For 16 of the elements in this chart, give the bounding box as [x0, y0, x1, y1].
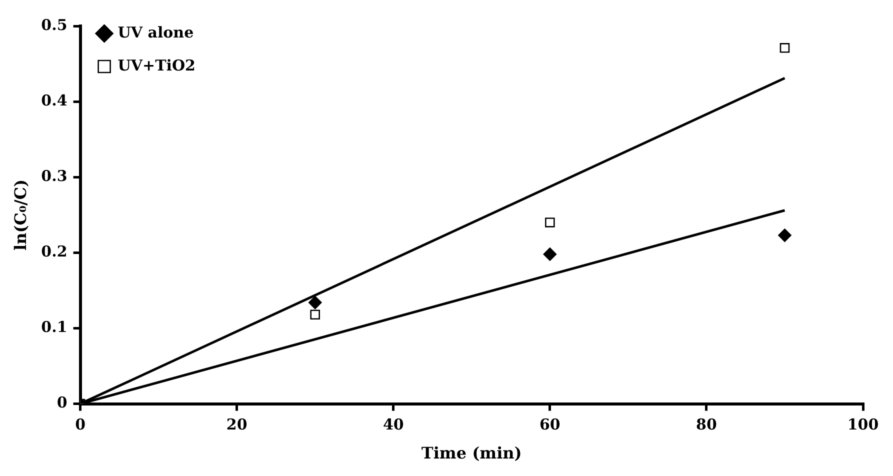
legend-label: UV+TiO2 [118, 56, 196, 74]
x-tick-label: 60 [539, 416, 560, 434]
x-tick-label: 40 [382, 416, 404, 434]
x-tick-label: 20 [226, 416, 248, 434]
legend-label: UV alone [118, 23, 194, 42]
y-tick-label: 0.2 [41, 242, 68, 261]
y-tick-label: 0 [56, 394, 68, 412]
y-tick-label: 0.1 [41, 318, 68, 336]
y-tick-label: 0.4 [41, 91, 68, 110]
x-axis-title: Time (min) [421, 444, 522, 463]
y-tick-label: 0.5 [41, 16, 68, 34]
x-tick-label: 0 [75, 416, 86, 434]
y-axis-title: ln(C₀/C) [10, 179, 30, 250]
x-tick-label: 100 [847, 416, 879, 434]
y-tick-label: 0.3 [41, 167, 68, 186]
x-tick-label: 80 [696, 416, 717, 434]
